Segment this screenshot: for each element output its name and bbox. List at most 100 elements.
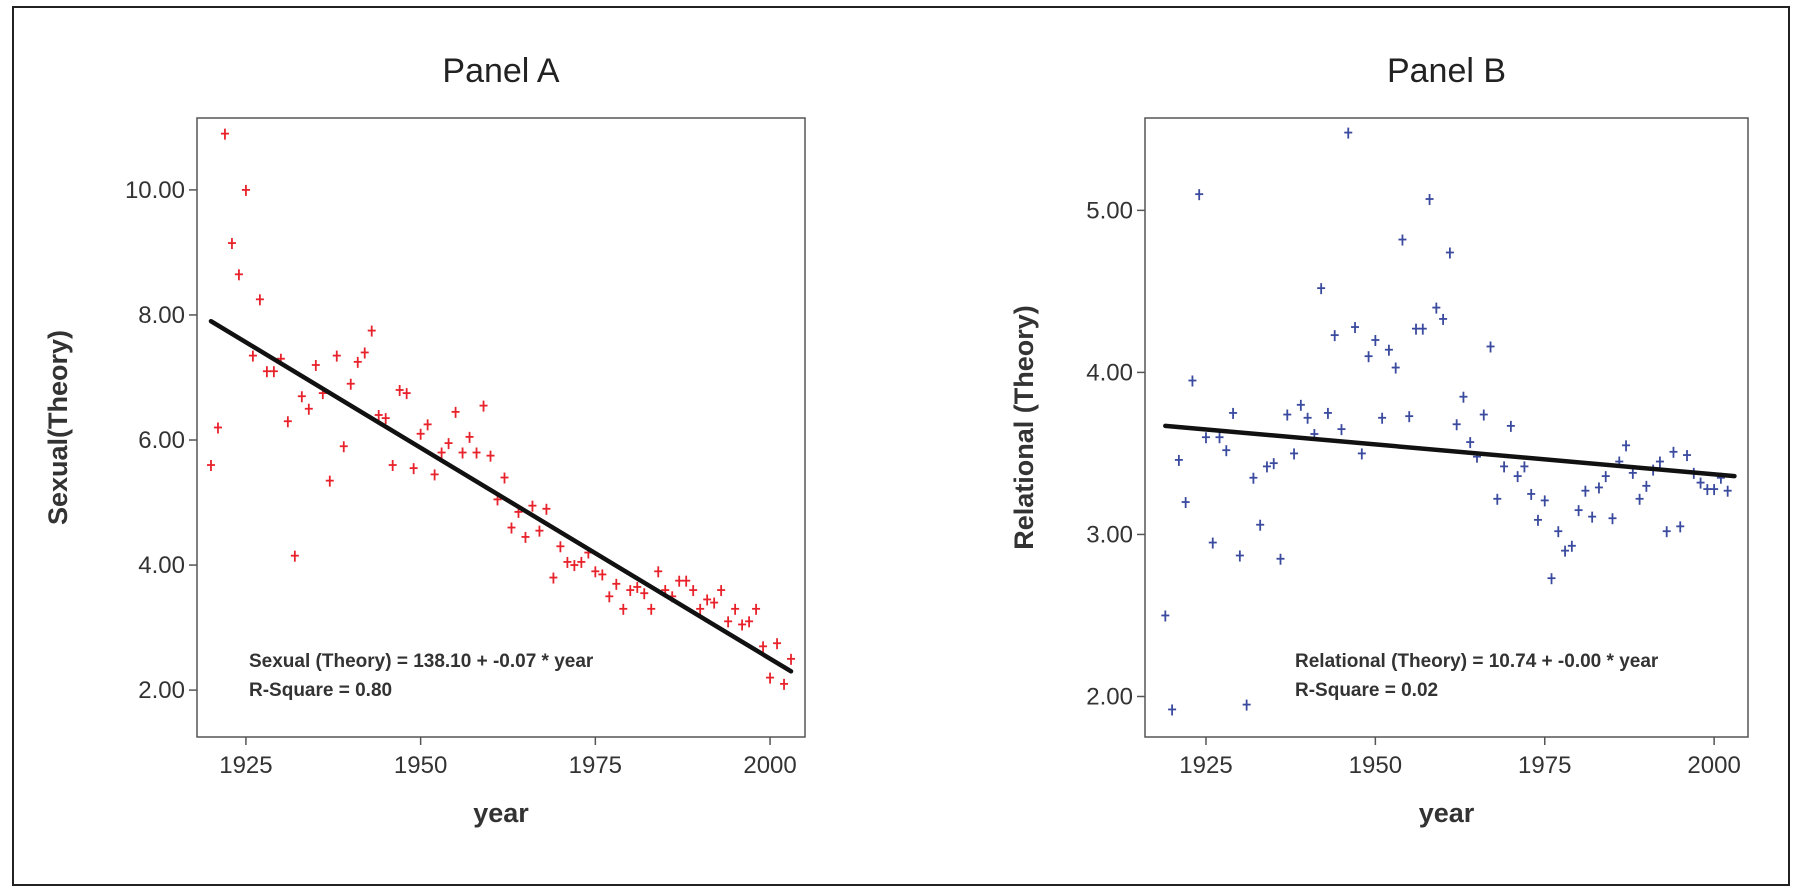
data-point <box>633 581 642 593</box>
x-tick-label: 1950 <box>394 752 447 779</box>
data-point <box>437 447 446 459</box>
data-point <box>1269 458 1278 470</box>
y-axis-label: Sexual(Theory) <box>43 330 73 525</box>
data-point <box>1622 440 1631 452</box>
data-point <box>1608 513 1617 525</box>
panel-a: Panel A 2.00 4.00 6.00 8.00 10.00 1925 1950 1975… <box>43 52 806 828</box>
data-point <box>528 500 537 512</box>
fit-line <box>1163 423 1737 479</box>
data-point <box>283 416 292 428</box>
chart-canvas: Panel A 2.00 4.00 6.00 8.00 10.00 1925 1950 1975… <box>43 52 1749 828</box>
figure-frame: Panel A 2.00 4.00 6.00 8.00 10.00 1925 1950 1975… <box>12 6 1790 886</box>
data-point <box>1262 461 1271 473</box>
data-point <box>780 678 789 690</box>
data-point <box>1710 484 1719 496</box>
data-point <box>717 585 726 597</box>
data-point <box>248 350 257 362</box>
data-point <box>1445 247 1454 259</box>
data-point <box>1567 540 1576 552</box>
data-point <box>1357 448 1366 460</box>
data-point <box>1344 127 1353 139</box>
data-point <box>1290 448 1299 460</box>
data-point <box>1479 409 1488 421</box>
y-tick-label: 2.00 <box>138 677 185 704</box>
data-point <box>752 603 761 615</box>
data-point <box>458 447 467 459</box>
data-point <box>346 378 355 390</box>
data-point <box>402 388 411 400</box>
data-point <box>1201 432 1210 444</box>
y-axis-label: Relational (Theory) <box>1009 305 1039 550</box>
data-point <box>1249 472 1258 484</box>
data-point <box>738 619 747 631</box>
data-point <box>1317 283 1326 295</box>
data-point <box>1161 610 1170 622</box>
data-point <box>1188 375 1197 387</box>
data-point <box>1418 323 1427 335</box>
data-point <box>1554 526 1563 538</box>
data-point <box>647 603 656 615</box>
data-point <box>1229 407 1238 419</box>
plot-frame <box>196 117 806 738</box>
data-point <box>689 585 698 597</box>
x-tick-label: 2000 <box>743 752 796 779</box>
data-point <box>710 597 719 609</box>
data-point <box>1215 432 1224 444</box>
data-point <box>535 525 544 537</box>
data-point <box>570 560 579 572</box>
data-point <box>1520 461 1529 473</box>
data-point <box>563 556 572 568</box>
data-point <box>1500 461 1509 473</box>
data-point <box>213 422 222 434</box>
data-point <box>1669 446 1678 458</box>
data-point <box>353 356 362 368</box>
data-point <box>626 585 635 597</box>
data-point <box>1242 699 1251 711</box>
data-point <box>619 603 628 615</box>
data-point <box>360 347 369 359</box>
data-point <box>1174 454 1183 466</box>
panel-title: Panel B <box>1387 52 1506 90</box>
data-point <box>1439 313 1448 325</box>
data-point <box>612 578 621 590</box>
data-point <box>1486 341 1495 353</box>
data-point <box>269 366 278 378</box>
y-tick-label: 10.00 <box>125 177 185 204</box>
data-point <box>675 575 684 587</box>
data-point <box>1378 412 1387 424</box>
data-point <box>773 638 782 650</box>
data-point <box>374 409 383 421</box>
data-point <box>500 472 509 484</box>
data-point <box>1662 526 1671 538</box>
data-point <box>1398 234 1407 246</box>
fit-line <box>208 318 794 674</box>
y-tick-label: 5.00 <box>1086 197 1133 224</box>
equation-annotation: Sexual (Theory) = 138.10 + -0.07 * year <box>249 651 594 672</box>
data-point <box>1655 456 1664 468</box>
data-point <box>577 556 586 568</box>
data-point <box>409 463 418 475</box>
data-point <box>1628 467 1637 479</box>
equation-annotation: Relational (Theory) = 10.74 + -0.00 * ye… <box>1295 651 1659 672</box>
data-point <box>1642 480 1651 492</box>
data-point <box>395 384 404 396</box>
y-tick-label: 3.00 <box>1086 521 1133 548</box>
data-point <box>591 566 600 578</box>
data-point <box>451 406 460 418</box>
data-point <box>1276 553 1285 565</box>
data-point <box>1683 450 1692 462</box>
data-point <box>311 359 320 371</box>
data-point <box>605 591 614 603</box>
panel-title: Panel A <box>442 52 560 90</box>
x-tick-label: 1925 <box>219 752 272 779</box>
data-point <box>262 366 271 378</box>
data-point <box>1425 194 1434 206</box>
data-point <box>1283 409 1292 421</box>
data-point <box>290 550 299 562</box>
data-point <box>696 603 705 615</box>
data-point <box>1364 351 1373 363</box>
data-point <box>1527 488 1536 500</box>
data-point <box>1466 437 1475 449</box>
r-square-annotation: R-Square = 0.02 <box>1295 680 1438 701</box>
data-point <box>1594 482 1603 494</box>
